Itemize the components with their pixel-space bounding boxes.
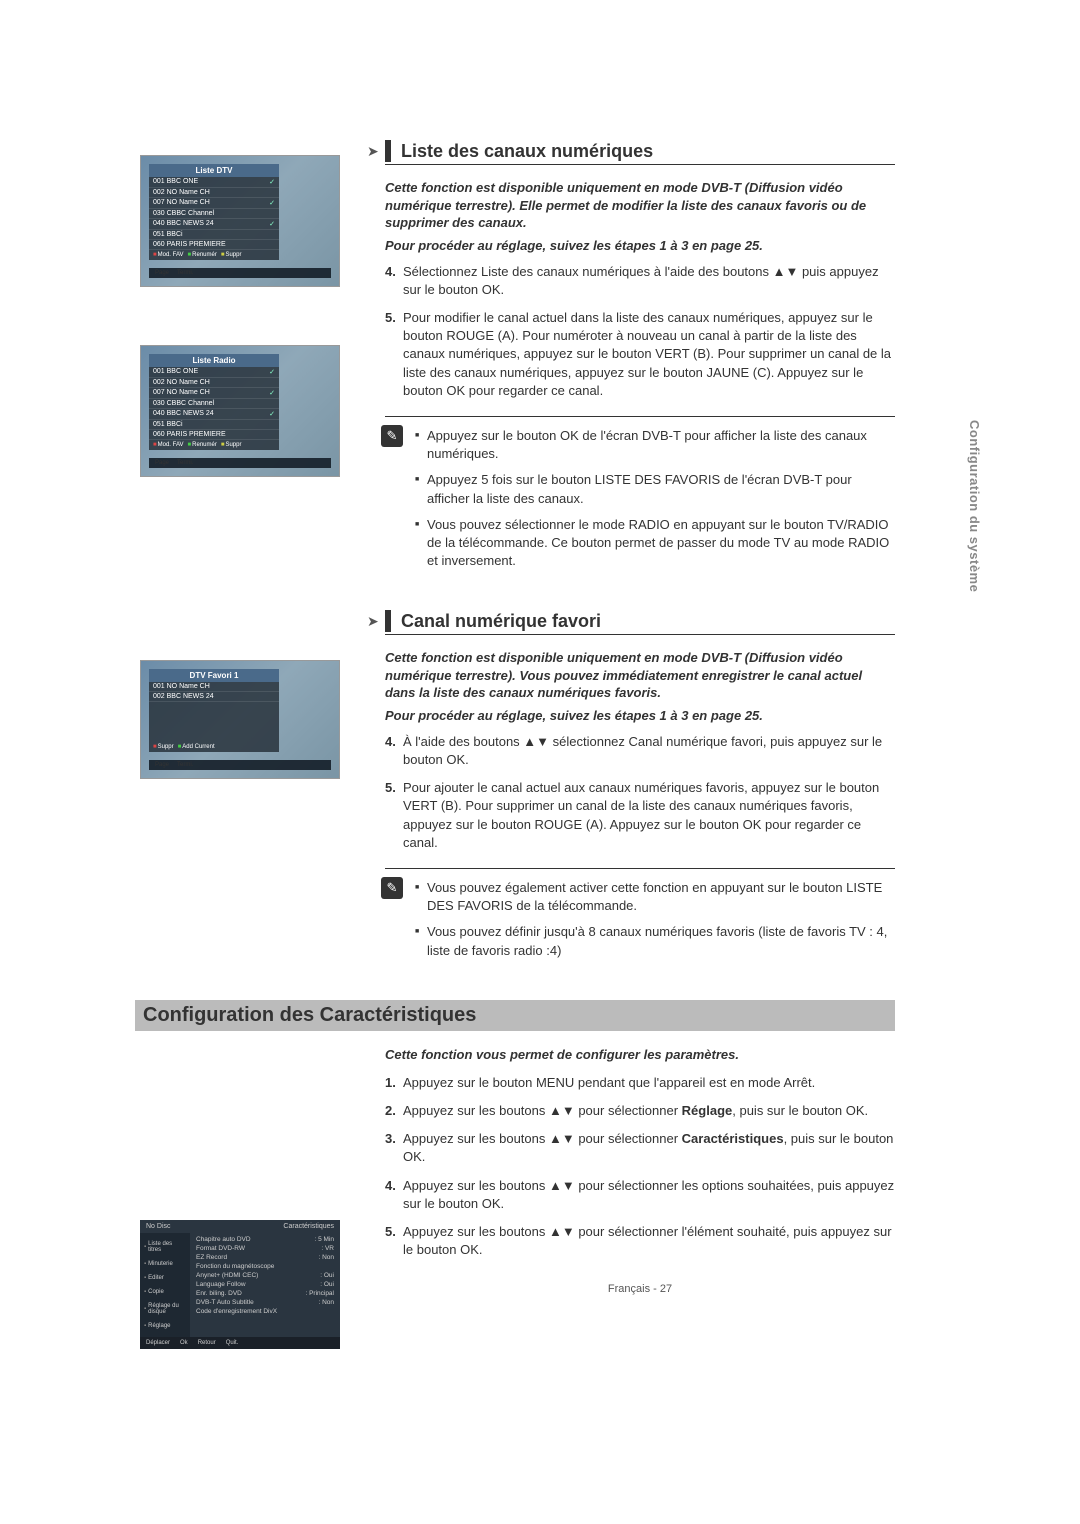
screenshot-radio-list: Liste Radio 001 BBC ONE✓002 NO Name CH00… [140, 345, 350, 497]
channel-row: 051 BBCi [149, 420, 279, 430]
channel-row: 040 BBC NEWS 24✓ [149, 219, 279, 230]
menu-row: Chapitre auto DVD: 5 Min [192, 1235, 338, 1244]
channel-row: 030 CBBC Channel [149, 399, 279, 409]
channel-row: 001 BBC ONE✓ [149, 367, 279, 378]
scr-radio-title: Liste Radio [149, 354, 279, 367]
step: 2.Appuyez sur les boutons ▲▼ pour sélect… [385, 1102, 895, 1120]
note-icon: ✎ [381, 877, 403, 899]
step: 5.Pour modifier le canal actuel dans la … [385, 309, 895, 400]
scr-nav: Page [155, 270, 169, 276]
menu-side-item: Réglage [142, 1319, 188, 1333]
channel-row: 060 PARIS PREMIERE [149, 240, 279, 250]
scr-fav-title: DTV Favori 1 [149, 669, 279, 682]
menu-ftr: Quit. [226, 1340, 239, 1346]
channel-row: 001 NO Name CH [149, 682, 279, 692]
scr-btn: Suppr [153, 744, 174, 750]
channel-row: 001 BBC ONE✓ [149, 177, 279, 188]
menu-ftr: Ok [180, 1340, 188, 1346]
scr-nav: Termi. [177, 270, 193, 276]
menu-row: EZ Record: Non [192, 1253, 338, 1262]
scr-nav: Page [155, 762, 169, 768]
channel-row: 002 NO Name CH [149, 378, 279, 388]
section1-heading: Liste des canaux numériques [401, 141, 653, 162]
channel-row: 007 NO Name CH✓ [149, 198, 279, 209]
menu-row: Anynet+ (HDMI CEC): Oui [192, 1271, 338, 1280]
note-item: Appuyez sur le bouton OK de l'écran DVB-… [415, 427, 895, 463]
menu-row: Language Follow: Oui [192, 1280, 338, 1289]
section-liste-canaux: ➤ Liste des canaux numériques Cette fonc… [385, 140, 895, 570]
section1-intro: Cette fonction est disponible uniquement… [385, 179, 895, 232]
page-footer: Français - 27 [385, 1283, 895, 1295]
note-item: Appuyez 5 fois sur le bouton LISTE DES F… [415, 471, 895, 507]
heading-bar [385, 140, 391, 162]
menu-row: Enr. biling. DVD: Principal [192, 1289, 338, 1298]
screenshot-favori: DTV Favori 1 001 NO Name CH002 BBC NEWS … [140, 660, 350, 799]
channel-row: 060 PARIS PREMIERE [149, 430, 279, 440]
note-item: Vous pouvez sélectionner le mode RADIO e… [415, 516, 895, 571]
note-item: Vous pouvez également activer cette fonc… [415, 879, 895, 915]
section2-subintro: Pour procéder au réglage, suivez les éta… [385, 708, 895, 723]
scr-nav: Termi. [177, 460, 193, 466]
step: 4.Sélectionnez Liste des canaux numériqu… [385, 263, 895, 299]
section2-intro: Cette fonction est disponible uniquement… [385, 649, 895, 702]
step: 3.Appuyez sur les boutons ▲▼ pour sélect… [385, 1130, 895, 1166]
scr-nav: Page [155, 460, 169, 466]
channel-row: 002 BBC NEWS 24 [149, 692, 279, 702]
section3-intro: Cette fonction vous permet de configurer… [385, 1047, 895, 1062]
channel-row: 030 CBBC Channel [149, 209, 279, 219]
scr-btn: Suppr [221, 252, 242, 258]
scr-btn: Add Current [178, 744, 215, 750]
menu-ftr: Déplacer [146, 1340, 170, 1346]
scr-dtv-title: Liste DTV [149, 164, 279, 177]
section2-heading: Canal numérique favori [401, 611, 601, 632]
menu-row: Code d'enregistrement DivX [192, 1307, 338, 1316]
scr-btn: Renumér [188, 252, 217, 258]
note-box: ✎ Appuyez sur le bouton OK de l'écran DV… [385, 416, 895, 570]
screenshot-dtv-list: Liste DTV 001 BBC ONE✓002 NO Name CH007 … [140, 155, 350, 307]
channel-row: 051 BBCi [149, 230, 279, 240]
menu-side-item: Minuterie [142, 1257, 188, 1271]
menu-ftr: Retour [198, 1340, 216, 1346]
menu-hdr-r: Caractéristiques [283, 1223, 334, 1230]
arrow-icon: ➤ [367, 143, 379, 160]
step: 5.Appuyez sur les boutons ▲▼ pour sélect… [385, 1223, 895, 1259]
menu-side-item: Réglage du disque [142, 1299, 188, 1319]
menu-side-item: Liste des titres [142, 1237, 188, 1257]
note-item: Vous pouvez définir jusqu'à 8 canaux num… [415, 923, 895, 959]
heading-bar [385, 610, 391, 632]
arrow-icon: ➤ [367, 613, 379, 630]
screenshot-config-menu: No Disc Caractéristiques Liste des titre… [140, 1210, 350, 1349]
menu-side-item: Editer [142, 1271, 188, 1285]
step: 5.Pour ajouter le canal actuel aux canau… [385, 779, 895, 852]
scr-btn: Mod. FAV [153, 442, 184, 448]
note-icon: ✎ [381, 425, 403, 447]
channel-row: 002 NO Name CH [149, 188, 279, 198]
channel-row: 007 NO Name CH✓ [149, 388, 279, 399]
scr-btn: Suppr [221, 442, 242, 448]
scr-btn: Renumér [188, 442, 217, 448]
note-box: ✎ Vous pouvez également activer cette fo… [385, 868, 895, 960]
menu-hdr-l: No Disc [146, 1223, 171, 1230]
section1-subintro: Pour procéder au réglage, suivez les éta… [385, 238, 895, 253]
manual-page: Configuration du système Liste DTV 001 B… [0, 0, 1080, 1335]
menu-row: Fonction du magnétoscope [192, 1262, 338, 1271]
step: 4.Appuyez sur les boutons ▲▼ pour sélect… [385, 1177, 895, 1213]
major-heading: Configuration des Caractéristiques [135, 1000, 895, 1031]
channel-row: 040 BBC NEWS 24✓ [149, 409, 279, 420]
side-tab: Configuration du système [967, 420, 982, 592]
menu-row: DVB-T Auto Subtitle: Non [192, 1298, 338, 1307]
section-canal-favori: ➤ Canal numérique favori Cette fonction … [385, 610, 895, 960]
step: 4.À l'aide des boutons ▲▼ sélectionnez C… [385, 733, 895, 769]
scr-nav: Termi. [177, 762, 193, 768]
step: 1.Appuyez sur le bouton MENU pendant que… [385, 1074, 895, 1092]
content-column: ➤ Liste des canaux numériques Cette fonc… [385, 140, 895, 1295]
scr-btn: Mod. FAV [153, 252, 184, 258]
menu-row: Format DVD-RW: VR [192, 1244, 338, 1253]
menu-side-item: Copie [142, 1285, 188, 1299]
